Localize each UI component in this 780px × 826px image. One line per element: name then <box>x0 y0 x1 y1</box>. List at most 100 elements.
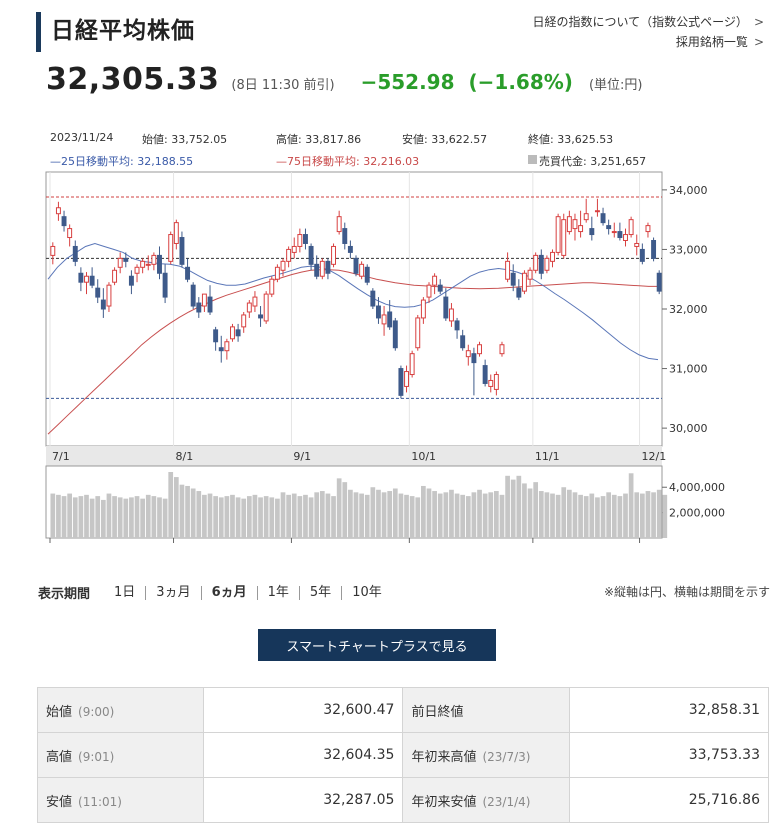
volume-bar <box>353 492 359 538</box>
stat-value: 32,600.47 <box>203 687 404 733</box>
volume-bar <box>185 485 190 538</box>
candle-body <box>623 234 628 242</box>
candle-body <box>499 344 505 355</box>
volume-bar <box>578 494 583 538</box>
volume-bar <box>398 493 404 538</box>
period-10y[interactable]: 10年 <box>341 585 392 600</box>
current-price: 32,305.33 <box>46 62 220 97</box>
candle-body <box>173 222 179 244</box>
candle-body <box>196 302 202 313</box>
volume-bar <box>387 491 393 538</box>
candle-body <box>561 219 567 256</box>
volume-bar <box>168 472 174 538</box>
candle-body <box>353 257 359 274</box>
candle-body <box>398 368 404 396</box>
candle-body <box>291 245 297 253</box>
candle-body <box>61 216 67 227</box>
volume-bar <box>437 493 443 538</box>
candle-body <box>493 374 499 390</box>
candle-body <box>521 272 527 292</box>
candle-body <box>78 272 84 283</box>
candle-body <box>432 275 438 286</box>
candle-body <box>409 353 415 376</box>
candle-body <box>235 329 241 337</box>
candle-body <box>387 311 393 328</box>
candle-body <box>639 248 645 262</box>
volume-bar <box>639 493 645 538</box>
volume-bar <box>56 494 61 538</box>
period-1d[interactable]: 1日 <box>114 584 136 600</box>
constituents-link[interactable]: 採用銘柄一覧 > <box>533 32 764 52</box>
volume-bar <box>252 494 258 538</box>
volume-bar <box>409 496 415 538</box>
candle-body <box>325 260 331 274</box>
volume-bar <box>656 489 662 538</box>
candle-body <box>84 275 89 283</box>
candle-body <box>100 299 106 310</box>
volume-bar <box>505 475 510 538</box>
table-row: 始値 (9:00) 32,600.47 前日終値 32,858.31 <box>36 687 770 733</box>
smart-chart-button[interactable]: スマートチャートプラスで見る <box>258 629 496 661</box>
page-title: 日経平均株価 <box>51 18 195 44</box>
volume-bar <box>275 498 280 538</box>
volume-bar <box>533 482 539 538</box>
y-tick-label: 32,000 <box>669 303 708 316</box>
period-label: 表示期間 <box>38 587 91 602</box>
axis-note: ※縦軸は円、横軸は期間を示す <box>603 585 770 599</box>
volume-bar <box>286 494 291 538</box>
volume-bar <box>179 484 185 538</box>
volume-bar <box>162 498 168 538</box>
volume-bar <box>95 496 101 538</box>
period-selector: 表示期間 1日 3ヵ月 6ヵ月 1年 5年 10年 <box>38 583 392 602</box>
x-tick-label: 7/1 <box>52 450 70 463</box>
candle-body <box>201 293 207 307</box>
volume-bar <box>465 496 471 538</box>
candle-body <box>213 329 219 343</box>
volume-bar <box>488 492 494 538</box>
candle-body <box>123 257 129 262</box>
stat-label: 年初来安値 <box>411 794 477 810</box>
volume-bar <box>477 489 482 538</box>
volume-bar <box>421 485 426 538</box>
candle-body <box>359 263 365 277</box>
period-6m[interactable]: 6ヵ月 <box>200 585 257 600</box>
stock-chart[interactable]: 34,000 33,000 32,000 31,000 30,000 7/1 8/1 9/1 1… <box>0 168 780 543</box>
volume-bar <box>123 498 129 538</box>
index-info-link[interactable]: 日経の指数について（指数公式ページ） > <box>533 12 764 32</box>
volume-bar <box>538 491 544 538</box>
info-ma75: —75日移動平均: 32,216.03 <box>276 155 420 168</box>
volume-bar <box>454 493 460 538</box>
volume-bar <box>106 493 112 538</box>
volume-bar <box>196 491 202 538</box>
volume-bar <box>482 493 488 538</box>
candle-body <box>67 228 73 239</box>
volume-bar <box>78 496 84 538</box>
volume-bar <box>471 492 477 538</box>
volume-bar <box>100 499 106 538</box>
period-5y[interactable]: 5年 <box>298 585 341 600</box>
volume-bar <box>342 482 348 538</box>
volume-bar <box>213 496 218 538</box>
candle-body <box>303 234 308 244</box>
volume-bar <box>432 491 437 538</box>
x-tick-label: 8/1 <box>176 450 194 463</box>
stat-value: 32,858.31 <box>568 687 770 733</box>
candle-body <box>465 350 471 358</box>
period-1y[interactable]: 1年 <box>256 585 299 600</box>
y-tick-label: 31,000 <box>669 363 708 376</box>
stat-value: 32,604.35 <box>203 732 404 778</box>
volume-bar <box>370 487 376 538</box>
volume-bar <box>246 496 252 538</box>
period-3m[interactable]: 3ヵ月 <box>145 585 200 600</box>
volume-bar <box>207 493 213 538</box>
volume-bar <box>157 497 162 538</box>
volume-tick-label: 2,000,000 <box>669 507 725 520</box>
candle-body <box>505 260 511 280</box>
candle-body <box>628 219 634 236</box>
volume-bar <box>151 496 157 538</box>
candle-body <box>415 317 421 349</box>
table-row: 高値 (9:01) 32,604.35 年初来高値 (23/7/3) 33,753.… <box>36 732 770 778</box>
candle-body <box>162 272 168 298</box>
volume-bar <box>550 493 555 538</box>
candle-body <box>224 341 230 352</box>
